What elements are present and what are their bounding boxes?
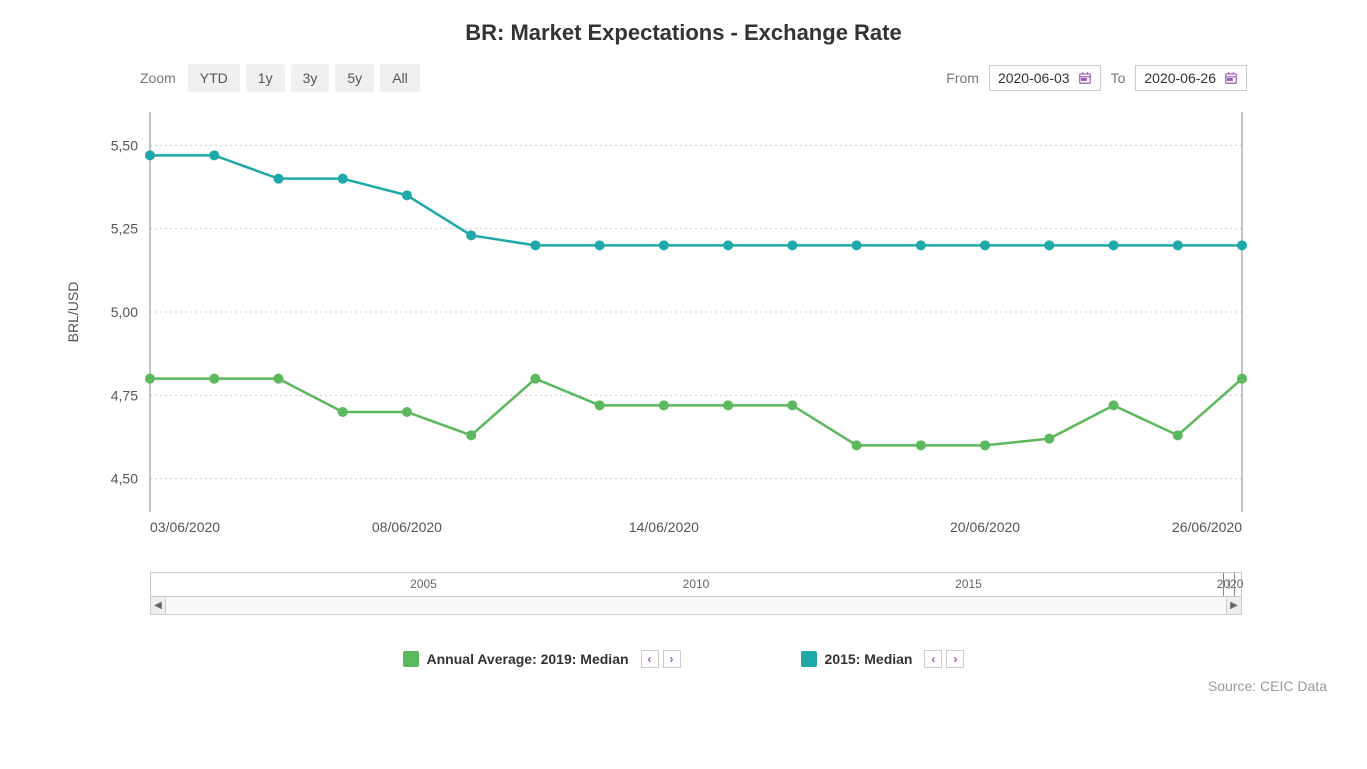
zoom-group: Zoom YTD 1y 3y 5y All <box>140 64 420 92</box>
svg-text:26/06/2020: 26/06/2020 <box>1172 519 1242 535</box>
from-date-input[interactable]: 2020-06-03 <box>989 65 1101 91</box>
to-date-value: 2020-06-26 <box>1144 70 1216 86</box>
zoom-all-button[interactable]: All <box>380 64 420 92</box>
range-navigator-track[interactable]: 2005 2010 2015 2020 <box>150 572 1242 597</box>
chart-area: 4,50 4,75 5,00 5,25 5,50 03/06/2020 08/06/2020… <box>30 102 1337 542</box>
zoom-1y-button[interactable]: 1y <box>246 64 285 92</box>
range-handle[interactable] <box>1223 573 1235 596</box>
legend-prev-button[interactable]: ‹ <box>924 650 942 668</box>
zoom-label: Zoom <box>140 70 176 86</box>
to-label: To <box>1111 70 1126 86</box>
minimap-tick: 2010 <box>683 577 710 591</box>
legend-item-series-1: Annual Average: 2019: Median ‹ › <box>403 650 681 668</box>
legend-prev-button[interactable]: ‹ <box>641 650 659 668</box>
svg-text:4,50: 4,50 <box>111 471 138 487</box>
calendar-icon <box>1224 71 1238 85</box>
legend-item-series-2: 2015: Median ‹ › <box>801 650 965 668</box>
range-scrollbar[interactable]: ◀ ▶ <box>150 597 1242 615</box>
legend-swatch <box>403 651 419 667</box>
scroll-right-button[interactable]: ▶ <box>1226 596 1242 615</box>
zoom-ytd-button[interactable]: YTD <box>188 64 240 92</box>
from-date-value: 2020-06-03 <box>998 70 1070 86</box>
legend-label: Annual Average: 2019: Median <box>427 651 629 667</box>
svg-text:5,00: 5,00 <box>111 304 138 320</box>
scroll-left-button[interactable]: ◀ <box>150 596 166 615</box>
svg-text:BRL/USD: BRL/USD <box>65 282 81 343</box>
to-date-input[interactable]: 2020-06-26 <box>1135 65 1247 91</box>
svg-text:08/06/2020: 08/06/2020 <box>372 519 442 535</box>
legend-next-button[interactable]: › <box>946 650 964 668</box>
calendar-icon <box>1078 71 1092 85</box>
svg-text:5,50: 5,50 <box>111 137 138 153</box>
svg-text:14/06/2020: 14/06/2020 <box>629 519 699 535</box>
minimap-tick: 2005 <box>410 577 437 591</box>
legend-next-button[interactable]: › <box>663 650 681 668</box>
date-range-group: From 2020-06-03 To 2020-06-26 <box>946 65 1247 91</box>
svg-text:03/06/2020: 03/06/2020 <box>150 519 220 535</box>
legend-label: 2015: Median <box>825 651 913 667</box>
controls-row: Zoom YTD 1y 3y 5y All From 2020-06-03 To… <box>30 64 1337 92</box>
svg-text:5,25: 5,25 <box>111 221 138 237</box>
legend-swatch <box>801 651 817 667</box>
svg-text:20/06/2020: 20/06/2020 <box>950 519 1020 535</box>
svg-text:4,75: 4,75 <box>111 387 138 403</box>
line-chart-svg: 4,50 4,75 5,00 5,25 5,50 03/06/2020 08/06/2020… <box>30 102 1337 542</box>
minimap-tick: 2015 <box>955 577 982 591</box>
source-attribution: Source: CEIC Data <box>30 678 1337 694</box>
zoom-5y-button[interactable]: 5y <box>335 64 374 92</box>
from-label: From <box>946 70 979 86</box>
range-navigator[interactable]: 2005 2010 2015 2020 ◀ ▶ <box>150 572 1242 622</box>
chart-title: BR: Market Expectations - Exchange Rate <box>30 20 1337 46</box>
legend: Annual Average: 2019: Median ‹ › 2015: M… <box>30 650 1337 668</box>
zoom-3y-button[interactable]: 3y <box>291 64 330 92</box>
